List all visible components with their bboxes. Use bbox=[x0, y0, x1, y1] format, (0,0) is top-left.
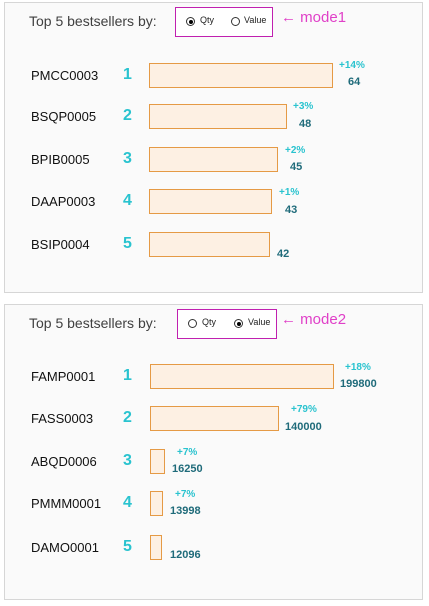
list-item: PMCC0003 1 +14% 64 bbox=[5, 60, 424, 91]
change-percent: +7% bbox=[175, 489, 196, 500]
product-code: DAMO0001 bbox=[31, 540, 99, 555]
change-percent: +18% bbox=[345, 362, 371, 373]
change-percent: +1% bbox=[279, 187, 300, 198]
mode-selector: Qty Value bbox=[175, 7, 273, 37]
product-code: PMCC0003 bbox=[31, 68, 99, 83]
list-item: FASS0003 2 +79% 140000 bbox=[5, 404, 424, 434]
bestsellers-panel-value: Top 5 bestsellers by: Qty Value ← mode2 … bbox=[4, 304, 423, 600]
rank-number: 4 bbox=[123, 494, 132, 511]
radio-value[interactable] bbox=[234, 319, 243, 328]
product-code: ABQD0006 bbox=[31, 454, 97, 469]
product-code: BPIB0005 bbox=[31, 152, 90, 167]
row-value: 43 bbox=[285, 204, 298, 216]
rank-number: 5 bbox=[123, 538, 132, 555]
rank-number: 5 bbox=[123, 235, 132, 252]
rank-number: 1 bbox=[123, 66, 132, 83]
row-value: 12096 bbox=[170, 549, 201, 561]
product-code: BSQP0005 bbox=[31, 109, 97, 124]
row-value: 48 bbox=[299, 118, 312, 130]
value-bar bbox=[150, 406, 279, 431]
list-item: ABQD0006 3 +7% 16250 bbox=[5, 447, 424, 477]
radio-value-label[interactable]: Value bbox=[244, 15, 267, 25]
row-value: 16250 bbox=[172, 463, 203, 475]
change-percent: +14% bbox=[339, 60, 365, 71]
rank-number: 1 bbox=[123, 367, 132, 384]
change-percent: +7% bbox=[177, 447, 198, 458]
radio-qty[interactable] bbox=[186, 17, 195, 26]
value-bar bbox=[149, 63, 333, 88]
bestsellers-panel-qty: Top 5 bestsellers by: Qty Value ← mode1 … bbox=[4, 2, 423, 293]
value-bar bbox=[149, 104, 287, 129]
value-bar bbox=[150, 364, 334, 389]
rank-number: 2 bbox=[123, 409, 132, 426]
product-code: PMMM0001 bbox=[31, 496, 102, 511]
value-bar bbox=[150, 535, 162, 560]
radio-value-label[interactable]: Value bbox=[248, 317, 271, 327]
value-bar bbox=[149, 147, 278, 172]
row-value: 13998 bbox=[170, 505, 201, 517]
value-bar bbox=[150, 491, 163, 516]
panel-title: Top 5 bestsellers by: bbox=[29, 13, 157, 29]
panel-title: Top 5 bestsellers by: bbox=[29, 315, 157, 331]
list-item: BPIB0005 3 +2% 45 bbox=[5, 145, 424, 175]
mode-annotation: ← mode2 bbox=[281, 311, 347, 328]
list-item: DAMO0001 5 12096 bbox=[5, 535, 424, 563]
product-code: BSIP0004 bbox=[31, 237, 90, 252]
value-bar bbox=[149, 232, 270, 257]
row-value: 199800 bbox=[340, 378, 377, 390]
list-item: PMMM0001 4 +7% 13998 bbox=[5, 489, 424, 519]
product-code: FASS0003 bbox=[31, 411, 94, 426]
list-item: BSQP0005 2 +3% 48 bbox=[5, 101, 424, 132]
row-value: 140000 bbox=[285, 421, 322, 433]
product-code: DAAP0003 bbox=[31, 194, 96, 209]
radio-qty-label[interactable]: Qty bbox=[202, 317, 217, 327]
row-value: 64 bbox=[348, 76, 361, 88]
row-value: 45 bbox=[290, 161, 303, 173]
value-bar bbox=[150, 449, 165, 474]
mode-annotation: ← mode1 bbox=[281, 9, 347, 26]
radio-qty[interactable] bbox=[188, 319, 197, 328]
list-item: FAMP0001 1 +18% 199800 bbox=[5, 362, 424, 392]
radio-qty-label[interactable]: Qty bbox=[200, 15, 215, 25]
radio-value[interactable] bbox=[231, 17, 240, 26]
rank-number: 3 bbox=[123, 150, 132, 167]
change-percent: +79% bbox=[291, 404, 317, 415]
rank-number: 3 bbox=[123, 452, 132, 469]
list-item: DAAP0003 4 +1% 43 bbox=[5, 187, 424, 217]
rank-number: 2 bbox=[123, 107, 132, 124]
change-percent: +3% bbox=[293, 101, 314, 112]
change-percent: +2% bbox=[285, 145, 306, 156]
value-bar bbox=[149, 189, 272, 214]
product-code: FAMP0001 bbox=[31, 369, 96, 384]
row-value: 42 bbox=[277, 248, 290, 260]
mode-selector: Qty Value bbox=[177, 309, 277, 339]
list-item: BSIP0004 5 42 bbox=[5, 232, 424, 260]
rank-number: 4 bbox=[123, 192, 132, 209]
